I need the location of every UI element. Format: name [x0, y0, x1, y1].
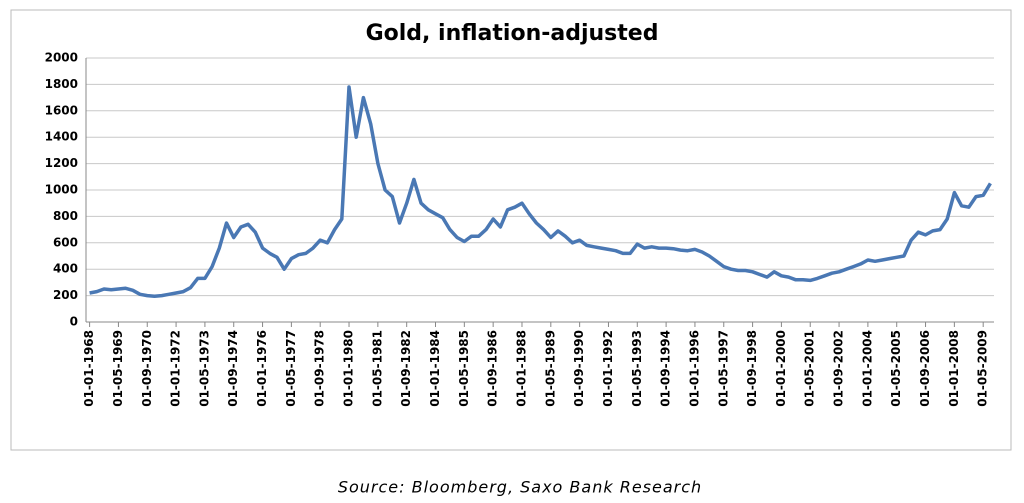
y-tick-label: 1200: [45, 156, 78, 170]
x-tick-label: 01-01-1996: [687, 330, 701, 407]
y-tick-label: 600: [53, 235, 78, 249]
x-tick-label: 01-09-1978: [313, 330, 327, 407]
x-tick-label: 01-09-1970: [140, 330, 154, 407]
y-tick-label: 2000: [45, 51, 78, 65]
x-tick-label: 01-01-1984: [428, 330, 442, 407]
x-tick-label: 01-01-1988: [514, 330, 528, 407]
y-tick-label: 200: [53, 288, 78, 302]
x-tick-label: 01-01-1992: [601, 330, 615, 407]
x-tick-label: 01-09-1994: [659, 330, 673, 407]
x-tick-label: 01-05-2005: [889, 330, 903, 407]
x-tick-label: 01-01-1972: [169, 330, 183, 407]
x-tick-label: 01-09-1986: [486, 330, 500, 407]
x-tick-label: 01-09-2002: [832, 330, 846, 407]
x-tick-label: 01-05-1997: [716, 330, 730, 407]
x-tick-label: 01-09-1974: [226, 330, 240, 407]
x-tick-label: 01-05-1985: [457, 330, 471, 407]
x-tick-label: 01-01-1976: [255, 330, 269, 407]
x-tick-label: 01-05-2009: [976, 330, 990, 407]
y-tick-label: 800: [53, 209, 78, 223]
data-line: [89, 85, 992, 299]
x-tick-label: 01-01-1968: [82, 330, 96, 407]
x-tick-label: 01-01-1980: [342, 330, 356, 407]
y-tick-label: 1000: [45, 183, 78, 197]
x-tick-label: 01-09-1990: [572, 330, 586, 407]
chart-frame: [10, 9, 1012, 451]
y-tick-label: 1400: [45, 130, 78, 144]
x-tick-label: 01-05-1989: [543, 330, 557, 407]
x-tick-label: 01-09-1998: [745, 330, 759, 407]
y-tick-label: 1800: [45, 77, 78, 91]
source-note: Source: Bloomberg, Saxo Bank Research: [338, 478, 702, 497]
x-tick-label: 01-09-1982: [399, 330, 413, 407]
x-tick-label: 01-05-2001: [803, 330, 817, 407]
x-tick-label: 01-01-2008: [947, 330, 961, 407]
y-tick-label: 0: [70, 315, 78, 329]
x-tick-label: 01-05-1981: [370, 330, 384, 407]
x-tick-label: 01-05-1973: [197, 330, 211, 407]
y-tick-label: 400: [53, 262, 78, 276]
x-tick-label: 01-01-2004: [860, 330, 874, 407]
x-tick-label: 01-09-2006: [918, 330, 932, 407]
x-tick-label: 01-05-1969: [111, 330, 125, 407]
x-tick-label: 01-05-1993: [630, 330, 644, 407]
x-tick-label: 01-05-1977: [284, 330, 298, 407]
y-tick-label: 1600: [45, 103, 78, 117]
chart-title: Gold, inflation-adjusted: [366, 21, 659, 46]
x-tick-label: 01-01-2000: [774, 330, 788, 407]
